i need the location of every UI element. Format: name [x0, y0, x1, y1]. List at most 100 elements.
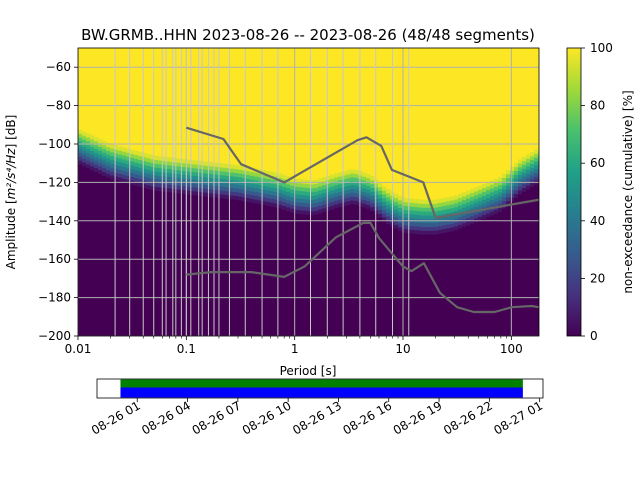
- heatmap-cell: [114, 156, 119, 162]
- heatmap-cell: [458, 224, 463, 229]
- heatmap-cell-low: [218, 197, 223, 336]
- heatmap-cell: [246, 190, 251, 195]
- heatmap-cell: [310, 203, 315, 208]
- heatmap-cell: [90, 158, 95, 163]
- heatmap-cell: [250, 183, 255, 188]
- heatmap-cell: [362, 172, 367, 177]
- heatmap-cell: [146, 169, 151, 174]
- heatmap-cell: [506, 177, 511, 183]
- heatmap-cell: [526, 154, 531, 159]
- heatmap-cell: [158, 160, 163, 165]
- heatmap-cell: [154, 155, 159, 161]
- heatmap-cell: [102, 152, 107, 157]
- heatmap-cell-low: [150, 189, 155, 336]
- heatmap-cell: [106, 154, 111, 159]
- heatmap-cell: [534, 161, 539, 166]
- heatmap-cell: [302, 179, 307, 184]
- heatmap-cell: [366, 173, 371, 179]
- heatmap-cell: [490, 184, 495, 189]
- colorbar-tick-label: 0: [590, 329, 598, 343]
- heatmap-cell: [238, 196, 243, 201]
- heatmap-cell: [286, 206, 291, 212]
- heatmap-cell: [426, 211, 431, 216]
- heatmap-cell: [514, 189, 519, 195]
- y-axis-label: Amplitude [m²/s⁴/Hz] [dB]: [4, 115, 18, 270]
- heatmap-cell: [150, 166, 155, 171]
- heatmap-cell: [246, 197, 251, 203]
- heatmap-cell: [238, 188, 243, 193]
- heatmap-cell: [250, 194, 255, 199]
- heatmap-cell: [282, 190, 287, 195]
- heatmap-cell: [318, 178, 323, 183]
- heatmap-cell: [106, 142, 111, 148]
- heatmap-cell: [306, 199, 311, 204]
- heatmap-cell: [114, 164, 119, 169]
- heatmap-cell: [162, 172, 167, 177]
- heatmap-cell: [226, 175, 231, 180]
- heatmap-cell: [374, 179, 379, 184]
- heatmap-cell: [142, 164, 147, 169]
- heatmap-cell: [414, 222, 419, 227]
- heatmap-cell: [234, 168, 239, 173]
- heatmap-cell: [98, 139, 103, 144]
- heatmap-cell-low: [314, 214, 319, 336]
- heatmap-cell: [342, 194, 347, 199]
- heatmap-cell: [162, 160, 167, 165]
- heatmap-cell: [538, 174, 539, 179]
- heatmap-cell-low: [186, 194, 191, 336]
- heatmap-cell: [498, 196, 503, 201]
- timeline-tick-label: 08-26 01: [89, 398, 143, 437]
- heatmap-cell: [406, 225, 411, 230]
- heatmap-cell: [254, 176, 259, 181]
- heatmap-cell: [106, 165, 111, 171]
- heatmap-cell: [378, 190, 383, 195]
- heatmap-cell: [370, 176, 375, 181]
- heatmap-cell: [114, 149, 119, 154]
- heatmap-cell: [494, 194, 499, 199]
- heatmap-cell: [374, 187, 379, 192]
- heatmap-cell: [414, 199, 419, 204]
- heatmap-cell: [258, 184, 263, 189]
- heatmap-cell: [466, 217, 471, 222]
- heatmap-cell: [518, 182, 523, 187]
- heatmap-cell: [78, 144, 83, 150]
- heatmap-cell: [338, 176, 343, 181]
- heatmap-cell: [110, 171, 115, 176]
- heatmap-cell: [378, 182, 383, 188]
- heatmap-cell: [370, 206, 375, 212]
- heatmap-cell: [398, 199, 403, 205]
- heatmap-cell: [466, 198, 471, 203]
- heatmap-cell: [302, 198, 307, 203]
- heatmap-cell: [146, 161, 151, 166]
- heatmap-cell: [122, 155, 127, 160]
- heatmap-cell: [498, 177, 503, 182]
- heatmap-cell: [398, 222, 403, 228]
- heatmap-cell: [130, 149, 135, 154]
- heatmap-cell: [310, 191, 315, 197]
- heatmap-cell: [474, 198, 479, 204]
- heatmap-cell-low: [342, 205, 347, 336]
- heatmap-cell: [222, 186, 227, 191]
- heatmap-cell: [414, 206, 419, 211]
- heatmap-cell: [418, 214, 423, 220]
- heatmap-cell: [266, 197, 271, 203]
- heatmap-cell: [470, 192, 475, 198]
- heatmap-cell: [266, 190, 271, 195]
- heatmap-cell: [218, 178, 223, 183]
- heatmap-cell: [82, 154, 87, 159]
- heatmap-cell: [454, 210, 459, 215]
- heatmap-cell: [338, 195, 343, 200]
- heatmap-cell: [490, 203, 495, 208]
- heatmap-cell: [394, 197, 399, 202]
- heatmap-cell: [94, 137, 99, 142]
- heatmap-cell: [126, 152, 131, 157]
- heatmap-cell: [190, 167, 195, 172]
- heatmap-cell: [394, 209, 399, 214]
- heatmap-cell: [350, 184, 355, 189]
- heatmap-cell-low: [350, 203, 355, 336]
- heatmap-cell: [506, 173, 511, 179]
- timeline-tick-label: 08-27 01: [491, 398, 545, 437]
- heatmap-cell: [366, 204, 371, 209]
- heatmap-cell: [138, 159, 143, 164]
- heatmap-cell: [518, 178, 523, 183]
